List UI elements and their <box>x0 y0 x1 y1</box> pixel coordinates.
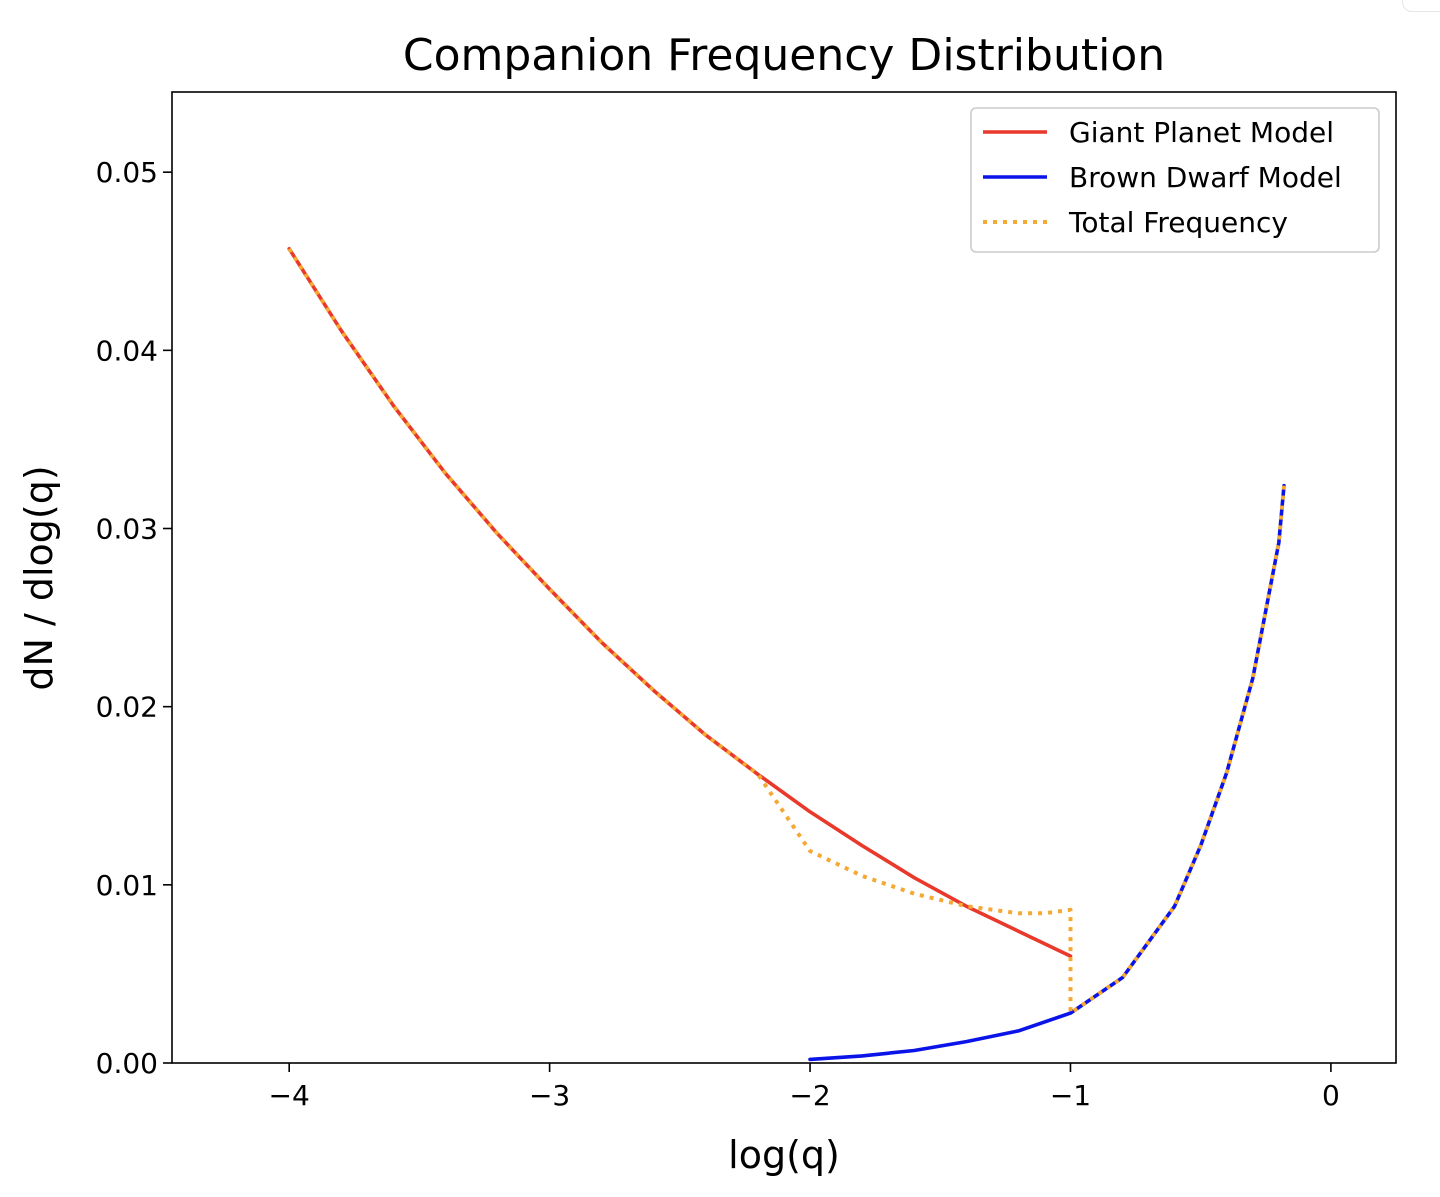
y-tick-label: 0.01 <box>96 869 158 902</box>
y-tick-label: 0.04 <box>96 334 158 367</box>
x-tick-label: −1 <box>1050 1079 1091 1112</box>
series-line-giant-planet-model <box>287 247 1073 958</box>
series-line-brown-dwarf-model <box>808 483 1286 1062</box>
x-axis-label: log(q) <box>728 1133 840 1177</box>
legend: Giant Planet Model Brown Dwarf Model Total… <box>970 107 1380 253</box>
x-tick-label: −2 <box>789 1079 830 1112</box>
legend-label: Brown Dwarf Model <box>1069 161 1342 194</box>
legend-label: Giant Planet Model <box>1069 116 1334 149</box>
legend-box <box>970 107 1380 253</box>
corner-button-decoration <box>1402 0 1440 12</box>
y-axis-label: dN / dlog(q) <box>17 465 61 690</box>
y-tick-label: 0.05 <box>96 156 158 189</box>
x-tick-label: 0 <box>1322 1079 1340 1112</box>
legend-label: Total Frequency <box>1068 206 1288 239</box>
plot-area <box>287 247 1286 1062</box>
chart-title: Companion Frequency Distribution <box>403 30 1165 81</box>
y-tick-label: 0.00 <box>96 1047 158 1080</box>
x-tick-label: −4 <box>269 1079 310 1112</box>
axes: −4 −3 −2 −1 0 0.00 0.01 0.02 0.03 0.04 0.05 <box>96 91 1397 1112</box>
axes-frame <box>171 91 1397 1064</box>
series-line-total-frequency <box>287 247 1286 1016</box>
y-tick-label: 0.03 <box>96 513 158 546</box>
y-tick-label: 0.02 <box>96 691 158 724</box>
x-tick-label: −3 <box>529 1079 570 1112</box>
